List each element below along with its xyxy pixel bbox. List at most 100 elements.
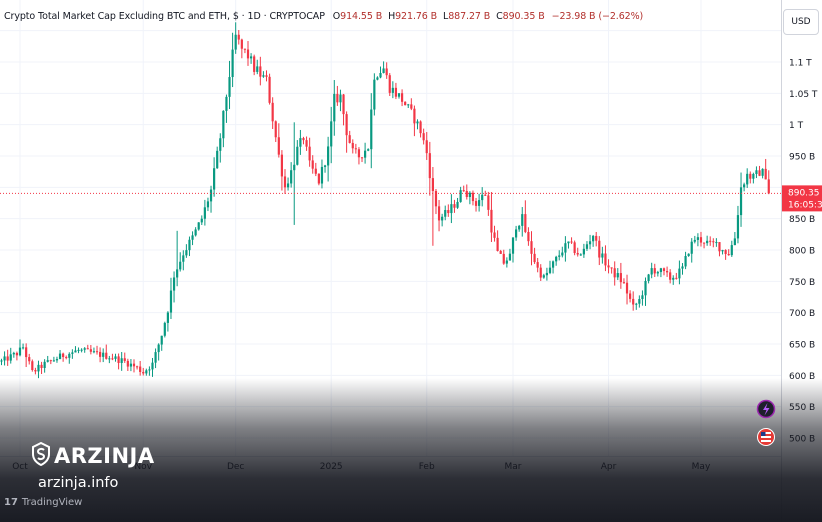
candle-body: [360, 157, 364, 159]
candle-body: [505, 260, 508, 264]
candle-body: [669, 272, 672, 280]
candle-body: [49, 360, 52, 362]
candle-body: [139, 366, 142, 372]
candle-body: [71, 352, 74, 354]
candle-body: [564, 243, 567, 253]
candle-body: [400, 93, 404, 102]
candle-body: [21, 347, 25, 349]
y-tick-label: 1.1 T: [789, 59, 812, 69]
candle-body: [43, 361, 46, 368]
candle-body: [437, 206, 441, 221]
candle-body: [542, 275, 545, 278]
candle-body: [758, 170, 761, 176]
candle-body: [274, 121, 277, 138]
candle-body: [46, 360, 49, 362]
candle-body: [80, 349, 83, 351]
candle-body: [77, 349, 80, 351]
symbol-description[interactable]: Crypto Total Market Cap Excluding BTC an…: [4, 11, 325, 22]
candle-body: [588, 241, 592, 245]
y-tick-label: 700 B: [789, 309, 815, 319]
candle-body: [622, 282, 626, 284]
candle-body: [31, 361, 34, 371]
candle-body: [712, 241, 715, 243]
candle-body: [0, 360, 3, 362]
candle-body: [391, 87, 394, 93]
candle-body: [385, 68, 388, 76]
candle-body: [323, 165, 327, 167]
candle-body: [333, 93, 336, 122]
candle-body: [434, 191, 438, 207]
candle-body: [548, 267, 552, 273]
candle-body: [142, 371, 145, 374]
last-price-tag: [782, 185, 822, 212]
candle-body: [490, 209, 493, 233]
candle-body: [702, 242, 706, 244]
candle-body: [521, 214, 524, 226]
brand-title: ARZINJA: [32, 441, 155, 468]
tradingview-logo[interactable]: 17 TradingView: [4, 497, 82, 508]
flag-icon-stripe: [761, 432, 771, 434]
candle-body: [749, 173, 752, 179]
currency-button[interactable]: USD: [783, 9, 819, 35]
candle-body: [293, 164, 296, 171]
candle-body: [453, 204, 456, 208]
brand-logo-icon: [32, 441, 50, 467]
candle-body: [145, 370, 148, 374]
change-value: −23.98 B (−2.62%): [551, 11, 644, 22]
candle-body: [99, 351, 102, 357]
candle-body: [348, 135, 351, 143]
candle-body: [299, 138, 302, 147]
candle-body: [585, 244, 589, 249]
candle-body: [752, 173, 755, 179]
bottom-shade-overlay: [0, 378, 822, 522]
candle-body: [678, 268, 681, 279]
candle-body: [234, 34, 237, 50]
candle-body: [428, 153, 431, 179]
candle-body: [675, 277, 678, 279]
open-value: 914.55 B: [340, 11, 383, 22]
candle-body: [662, 268, 666, 272]
candle-body: [699, 237, 703, 243]
candle-body: [718, 242, 721, 252]
candle-body: [527, 231, 530, 242]
candle-body: [25, 347, 28, 358]
candle-body: [665, 271, 669, 273]
candle-body: [336, 93, 339, 103]
candle-body: [154, 352, 157, 363]
candle-body: [644, 280, 647, 296]
candle-body: [160, 335, 163, 345]
candle-body: [459, 190, 462, 202]
candle-body: [493, 232, 496, 238]
candle-body: [58, 353, 62, 360]
y-tick-label: 950 B: [789, 153, 815, 163]
low-label: L: [443, 11, 449, 22]
candle-body: [194, 229, 197, 236]
candle-body: [311, 160, 314, 169]
candle-body: [511, 237, 515, 254]
candle-body: [28, 357, 31, 362]
open-label: O: [332, 11, 341, 22]
candle-body: [259, 66, 262, 77]
candle-body: [117, 356, 120, 364]
candle-body: [345, 114, 348, 136]
candle-body: [709, 240, 712, 242]
candle-body: [727, 253, 730, 256]
y-tick-label: 600 B: [789, 372, 815, 382]
candle-body: [659, 268, 663, 273]
candle-body: [693, 239, 696, 242]
y-tick-label: 1.05 T: [789, 90, 818, 100]
candle-body: [317, 173, 320, 184]
candle-body: [653, 268, 656, 274]
candle-body: [213, 168, 216, 190]
candle-body: [441, 216, 444, 221]
candle-body: [478, 200, 481, 206]
candle-body: [114, 356, 117, 359]
candle-body: [647, 274, 650, 281]
candle-body: [256, 66, 259, 72]
candle-body: [166, 312, 169, 323]
candle-body: [425, 140, 428, 154]
candle-body: [684, 255, 687, 267]
candle-body: [271, 102, 274, 122]
